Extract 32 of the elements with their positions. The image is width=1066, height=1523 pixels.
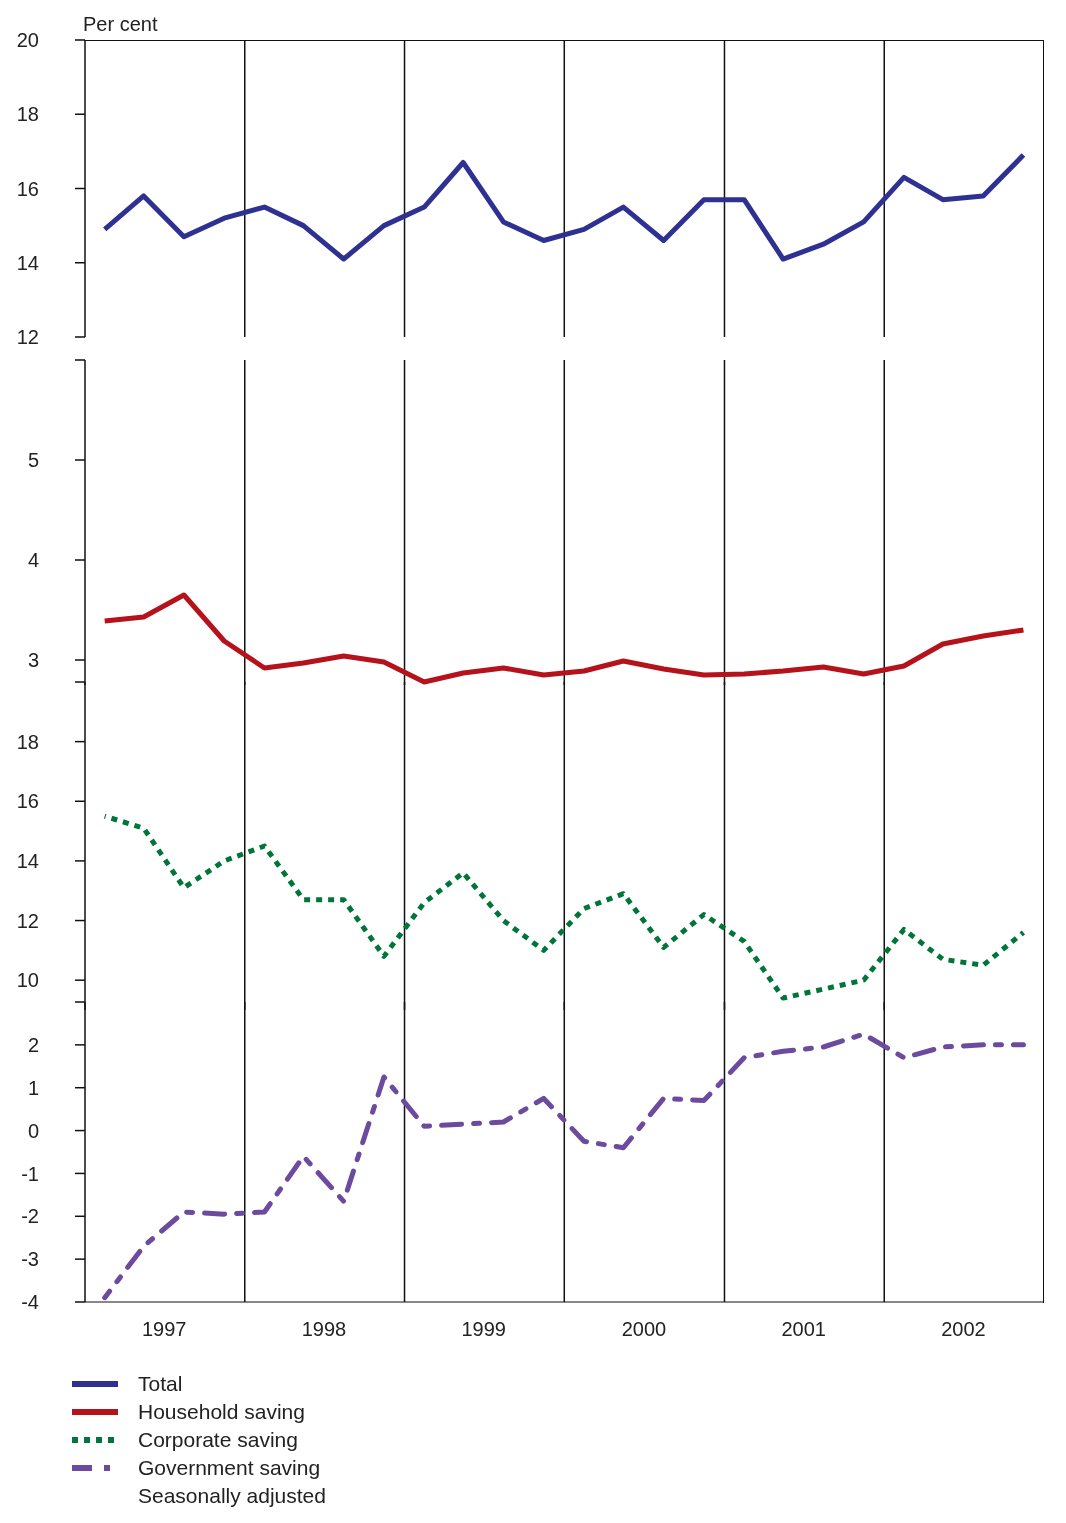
y-tick-label: 0	[27, 1119, 39, 1142]
y-tick-label: 18	[16, 103, 39, 126]
y-tick-label: -4	[21, 1291, 39, 1314]
y-tick-label: 18	[16, 730, 39, 753]
legend-label: Corporate saving	[138, 1428, 298, 1452]
y-tick-label: 16	[16, 790, 39, 813]
x-tick-label: 2001	[781, 1318, 826, 1341]
y-tick-label: -3	[21, 1248, 39, 1271]
y-tick-label: -2	[21, 1205, 39, 1228]
y-tick-label: -1	[21, 1162, 39, 1185]
y-tick-label: 5	[27, 449, 39, 472]
y-tick-label: 16	[16, 177, 39, 200]
x-tick-label: 1999	[461, 1318, 506, 1341]
legend-label: Government saving	[138, 1456, 321, 1480]
legend-label: Household saving	[138, 1400, 305, 1424]
x-tick-label: 2000	[621, 1318, 667, 1341]
y-tick-label: 4	[27, 549, 39, 572]
text: Seasonally adjusted	[138, 1483, 326, 1509]
y-tick-label: 12	[16, 326, 39, 349]
y-tick-label: 10	[16, 969, 39, 992]
y-tick-label: 20	[16, 29, 39, 52]
y-axis-title: Per cent	[83, 13, 158, 36]
y-tick-label: 3	[27, 649, 39, 672]
x-tick-label: 2002	[941, 1318, 986, 1341]
y-tick-label: 14	[16, 251, 39, 274]
y-tick-label: 2	[27, 1033, 39, 1056]
x-tick-label: 1997	[141, 1318, 187, 1341]
x-tick-label: 1998	[301, 1318, 347, 1341]
y-tick-label: 14	[16, 850, 39, 873]
y-tick-label: 1	[27, 1076, 39, 1099]
y-tick-label: 12	[16, 909, 39, 932]
legend-label: Total	[138, 1372, 183, 1396]
